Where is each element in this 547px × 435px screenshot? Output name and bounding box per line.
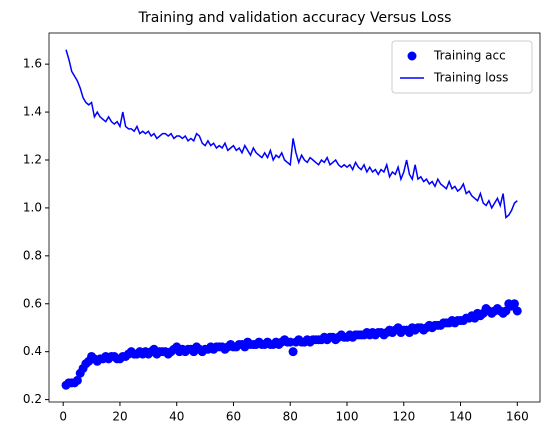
line [65,49,518,219]
x-tick-label: 120 [392,410,415,424]
y-tick-label: 0.4 [23,344,42,358]
y-tick-label: 1.4 [23,105,42,119]
x-tick-label: 80 [283,410,298,424]
legend-box [391,40,533,94]
x-tick-label: 40 [169,410,184,424]
point [509,299,519,309]
y-tick-label: 1.6 [23,57,42,71]
x-tick-label: 140 [449,410,472,424]
legend-marker [407,51,417,61]
legend-label: Training acc [433,49,506,63]
point [512,306,522,316]
y-tick-label: 1.0 [23,200,42,214]
point [72,375,82,385]
plot-frame [48,32,541,403]
y-tick-label: 0.8 [23,248,42,262]
y-tick-label: 0.2 [23,392,42,406]
legend-label: Training loss [433,71,508,85]
x-tick-label: 100 [336,410,359,424]
x-tick-label: 0 [59,410,67,424]
x-tick-label: 160 [506,410,529,424]
chart-title: Training and validation accuracy Versus … [138,10,452,26]
point [288,347,298,357]
x-tick-label: 60 [226,410,241,424]
y-tick-label: 0.6 [23,296,42,310]
x-tick-label: 20 [112,410,127,424]
y-tick-label: 1.2 [23,152,42,166]
